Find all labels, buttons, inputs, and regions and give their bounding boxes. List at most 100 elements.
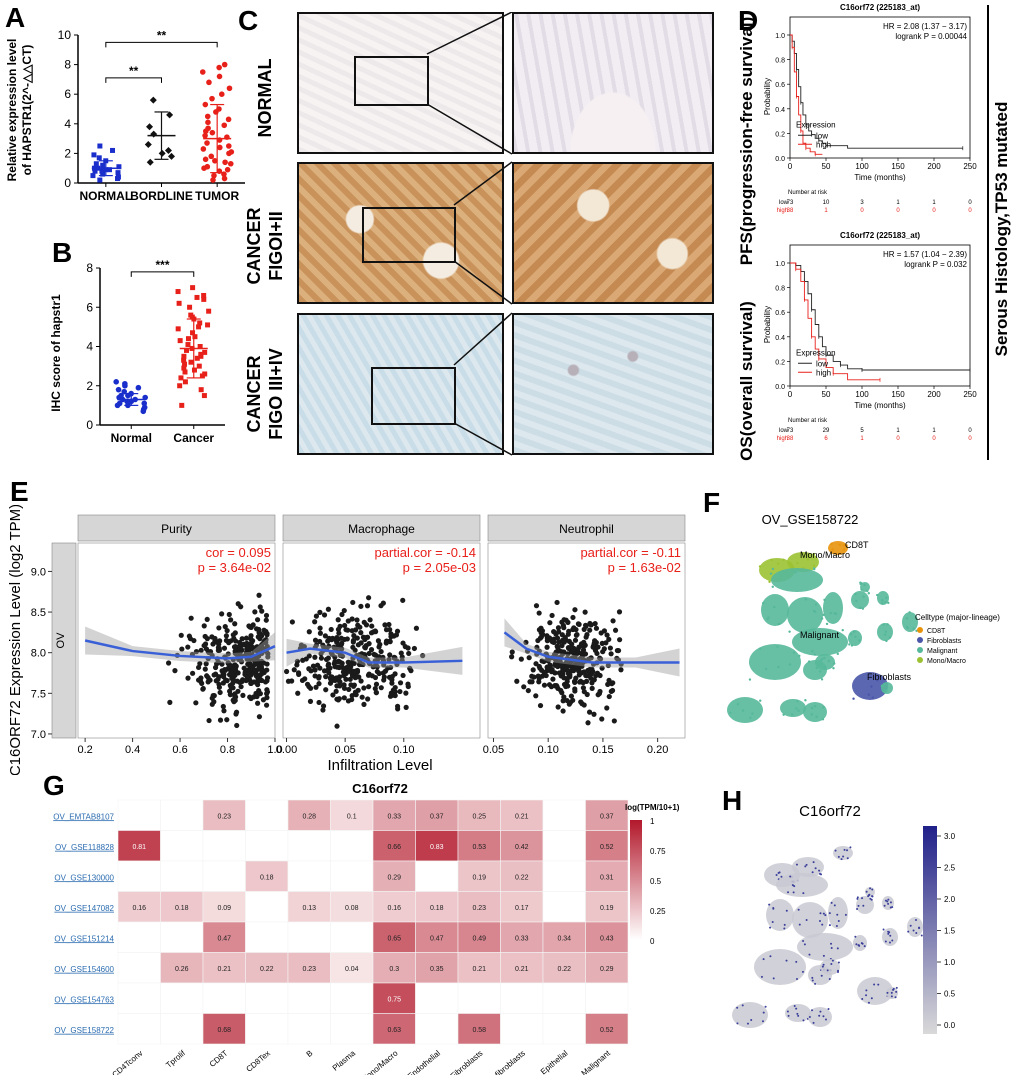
- e-point: [593, 673, 599, 679]
- f-cell: [867, 592, 870, 595]
- e-point: [245, 661, 251, 667]
- e-point: [397, 688, 403, 695]
- e-point: [231, 677, 237, 684]
- e-point: [233, 709, 240, 715]
- km-xlabel: Time (months): [854, 401, 906, 410]
- e-point: [555, 625, 562, 631]
- h-cell: [824, 1018, 827, 1021]
- h-cluster: [785, 1004, 811, 1022]
- e-point: [591, 711, 597, 717]
- ihc-early-lowmag: [297, 162, 504, 304]
- g-cell: [245, 1013, 289, 1045]
- km-ytick-label: 0.8: [775, 58, 785, 65]
- f-cell: [883, 682, 886, 686]
- e-point: [296, 671, 302, 677]
- g-col-label: Epithelial: [539, 1048, 570, 1075]
- km-risk-value: 1: [896, 200, 900, 206]
- h-title: C16orf72: [799, 803, 861, 820]
- data-point: [177, 383, 183, 389]
- h-cell: [837, 855, 840, 858]
- e-point: [228, 663, 234, 669]
- e-point: [534, 644, 540, 650]
- data-point: [181, 353, 187, 359]
- data-point: [175, 326, 181, 332]
- e-point: [571, 678, 578, 684]
- f-cell: [788, 630, 791, 633]
- km-risk-value: 0: [968, 428, 972, 434]
- e-point: [195, 664, 202, 671]
- e-point: [580, 685, 587, 691]
- g-row-label: OV_EMTAB8107: [53, 812, 114, 821]
- e-point: [306, 666, 312, 672]
- ihc-row-label-late: CANCER FIGO III+IV: [244, 348, 286, 440]
- e-point: [559, 643, 565, 649]
- e-point: [591, 641, 597, 647]
- e-point: [420, 653, 426, 659]
- h-cell: [858, 944, 861, 947]
- f-cell: [818, 670, 822, 673]
- h-cell: [795, 960, 798, 963]
- data-point: [210, 177, 216, 183]
- e-xtick-label: 0.05: [334, 744, 355, 756]
- e-point: [567, 662, 573, 668]
- h-cell: [760, 975, 763, 978]
- e-point: [263, 612, 270, 619]
- f-cell: [804, 699, 807, 702]
- e-point: [605, 681, 611, 687]
- g-cell: [117, 799, 161, 831]
- significance-bracket: [105, 41, 218, 48]
- f-cell: [729, 711, 732, 714]
- h-cell: [828, 912, 831, 915]
- km-risk-value: 3: [860, 200, 864, 206]
- h-cell: [777, 871, 780, 874]
- data-point: [194, 294, 200, 300]
- e-point: [608, 651, 614, 657]
- g-cell: [202, 830, 246, 862]
- h-cell: [746, 1022, 749, 1025]
- km-risk-value: 73: [787, 428, 794, 434]
- g-cell-value: 0.58: [472, 1027, 486, 1034]
- g-cell-value: 0.52: [600, 844, 614, 851]
- data-point: [146, 158, 154, 166]
- e-point: [210, 641, 216, 647]
- h-cell: [818, 869, 821, 872]
- h-cell: [854, 935, 857, 938]
- e-point: [358, 678, 364, 684]
- g-cell: [500, 921, 544, 953]
- g-cell-value: 0.68: [217, 1027, 231, 1034]
- ihc-row-label-early: CANCER FIGOI+II: [244, 207, 286, 285]
- f-cell: [876, 593, 879, 597]
- e-point: [313, 613, 319, 619]
- h-cell: [909, 924, 912, 927]
- e-point: [317, 638, 323, 645]
- g-cell: [160, 830, 204, 862]
- e-point: [203, 661, 209, 667]
- f-cluster: [787, 552, 819, 572]
- h-cell: [814, 867, 817, 870]
- panel-label-c: C: [238, 5, 259, 36]
- data-point: [201, 292, 207, 298]
- g-cell-value: 0.22: [557, 966, 571, 973]
- f-cell: [823, 665, 827, 669]
- f-cell: [806, 558, 810, 561]
- data-point: [99, 168, 105, 174]
- km-risk-value: 38: [787, 208, 794, 214]
- data-point: [202, 349, 208, 355]
- data-point: [202, 371, 208, 377]
- e-point: [325, 666, 331, 672]
- h-colorbar-tick-label: 2.5: [944, 864, 956, 873]
- f-cell: [813, 567, 816, 571]
- d-os-side-label: OS(overall survival): [737, 301, 756, 461]
- f-cell: [776, 562, 780, 565]
- e-ylabel: C16ORF72 Expression Level (log2 TPM): [7, 505, 24, 775]
- f-cell: [859, 606, 862, 610]
- h-cell: [884, 899, 887, 902]
- f-cell: [825, 622, 829, 626]
- g-cell: [330, 860, 374, 892]
- g-cell: [457, 1013, 501, 1045]
- km-hr: HR = 1.57 (1.04 − 2.39): [883, 250, 967, 259]
- h-cell: [768, 903, 771, 906]
- h-cluster: [732, 1002, 768, 1028]
- e-point: [558, 687, 564, 694]
- h-cell: [811, 976, 814, 979]
